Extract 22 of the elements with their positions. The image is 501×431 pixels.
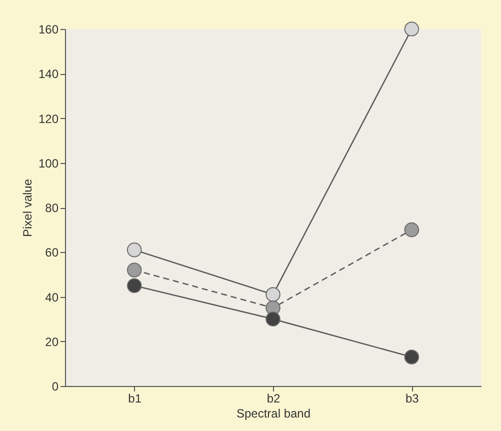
- y-tick-label: 100: [38, 156, 59, 170]
- point: [404, 350, 420, 364]
- point: [126, 242, 142, 258]
- y-tick-label: 80: [45, 201, 59, 215]
- y-tick-label: 40: [45, 290, 59, 304]
- point: [126, 262, 142, 278]
- point: [404, 22, 420, 36]
- y-tick-label: 20: [45, 334, 59, 349]
- y-tick-label: 140: [38, 67, 59, 82]
- x-tick-label: b1: [128, 392, 142, 406]
- y-tick-label: 0: [52, 380, 59, 394]
- x-tick-label: b2: [266, 392, 280, 406]
- x-axis-title: Spectral band: [236, 406, 311, 420]
- point: [266, 287, 280, 302]
- point: [266, 312, 280, 326]
- point: [404, 222, 420, 238]
- point: [126, 278, 142, 293]
- y-tick-label: 60: [45, 246, 59, 260]
- x-tick-label: b3: [405, 392, 420, 406]
- y-tick-label: 160: [38, 22, 59, 36]
- y-axis-title: Pixel value: [20, 178, 34, 238]
- y-tick-label: 120: [38, 112, 59, 126]
